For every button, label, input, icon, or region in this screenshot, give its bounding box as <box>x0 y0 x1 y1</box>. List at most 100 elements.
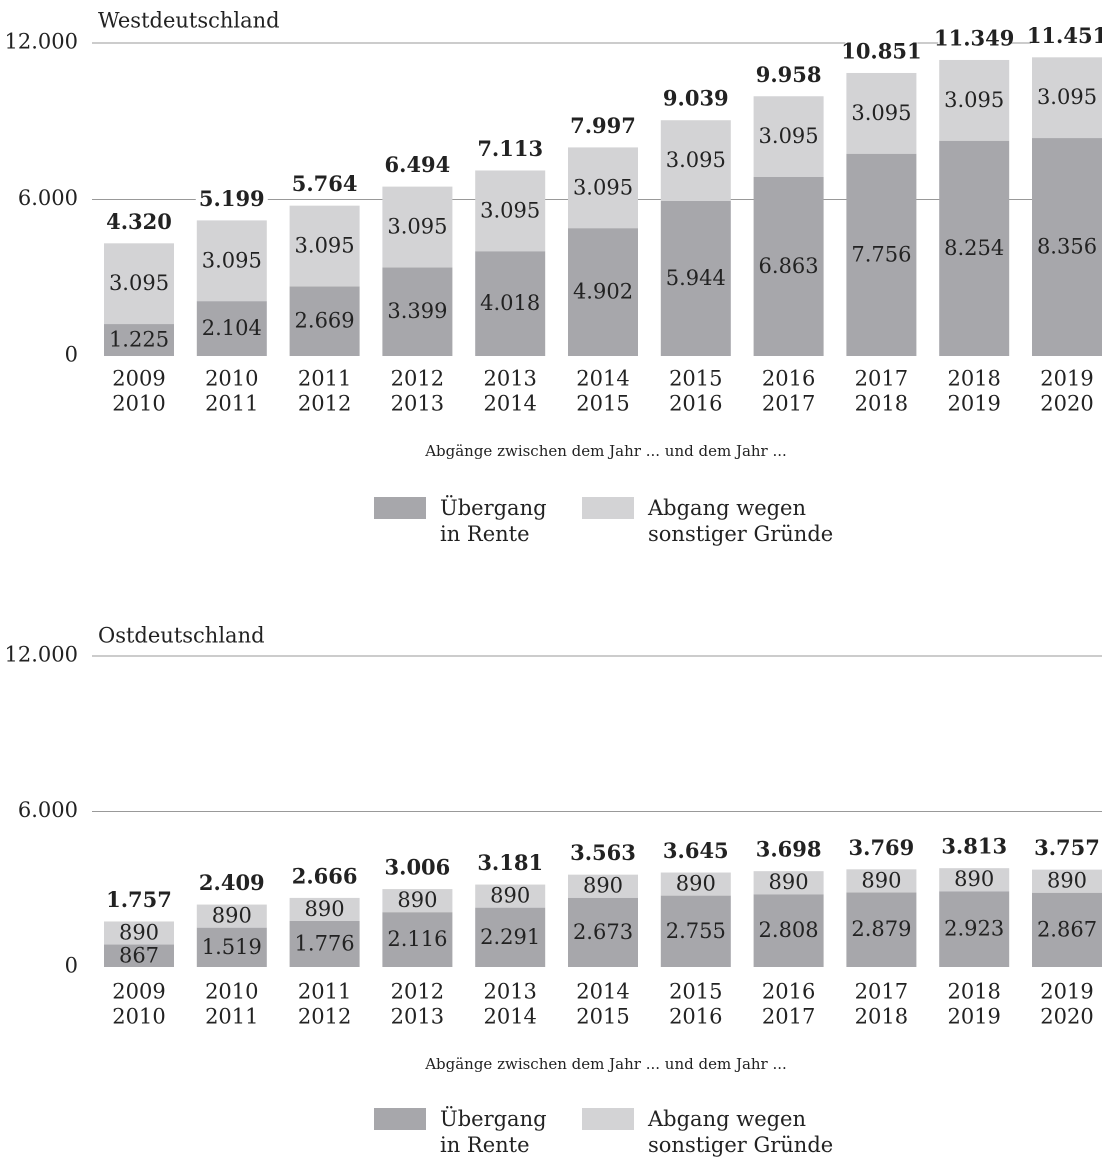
bar-segment <box>1032 57 1102 139</box>
x-tick-label: 2018 <box>855 392 908 416</box>
x-tick-label: 2015 <box>669 367 722 391</box>
bar-segment <box>196 301 267 356</box>
x-tick-label: 2020 <box>1040 1005 1093 1029</box>
total-label-bg <box>659 87 732 114</box>
bar-segment <box>846 869 917 893</box>
bar-segment <box>753 894 824 967</box>
x-tick-label: 2015 <box>576 392 629 416</box>
bar-segment <box>846 153 917 356</box>
bar-segment <box>289 286 360 356</box>
bar-segment <box>382 912 453 967</box>
total-label: 1.757 <box>106 887 172 912</box>
total-label-bg <box>381 153 454 180</box>
x-tick-label: 2015 <box>576 1005 629 1029</box>
x-tick-label: 2009 <box>112 367 165 391</box>
bar-segment <box>846 72 917 154</box>
total-label-bg <box>845 836 918 863</box>
bar-segment <box>753 96 824 177</box>
total-label-bg <box>567 841 639 868</box>
x-tick-label: 2019 <box>1040 980 1093 1004</box>
value-label: 890 <box>583 874 623 898</box>
x-tick-label: 2014 <box>576 367 629 391</box>
bar-segment <box>939 891 1010 967</box>
x-tick-label: 2016 <box>762 367 815 391</box>
x-tick-label: 2012 <box>391 980 444 1004</box>
legend-swatch <box>582 497 634 519</box>
value-label: 890 <box>397 888 437 912</box>
bar-segment <box>289 205 360 287</box>
legend-label: Übergang in Rente <box>440 1107 547 1157</box>
legend-swatch <box>374 1108 426 1130</box>
x-tick-label: 2020 <box>1040 392 1093 416</box>
x-tick-label: 2011 <box>298 367 351 391</box>
value-label: 5.944 <box>666 266 726 290</box>
total-label: 5.199 <box>199 186 265 211</box>
total-label: 10.851 <box>841 38 921 63</box>
value-label: 2.867 <box>1037 917 1097 941</box>
value-label: 1.519 <box>202 935 262 959</box>
total-label: 3.181 <box>477 850 543 875</box>
value-label: 3.095 <box>480 198 540 222</box>
bar-segment <box>568 874 638 898</box>
total-label-bg <box>195 871 268 898</box>
bar-segment <box>568 228 638 356</box>
x-tick-label: 2016 <box>669 1005 722 1029</box>
x-tick-label: 2018 <box>855 1005 908 1029</box>
value-label: 3.095 <box>944 88 1004 112</box>
value-label: 1.225 <box>109 328 169 352</box>
value-label: 2.923 <box>944 917 1004 941</box>
value-label: 2.291 <box>480 925 540 949</box>
x-tick-label: 2018 <box>947 367 1000 391</box>
bar-segment <box>939 868 1010 892</box>
x-tick-label: 2014 <box>483 1005 536 1029</box>
value-label: 3.399 <box>387 299 447 323</box>
value-label: 3.095 <box>1037 85 1097 109</box>
value-label: 2.673 <box>573 920 633 944</box>
total-label: 7.997 <box>570 113 636 138</box>
value-label: 8.356 <box>1037 235 1097 259</box>
value-label: 890 <box>676 872 716 896</box>
y-tick-label: 12.000 <box>5 643 78 667</box>
value-label: 2.669 <box>295 309 355 333</box>
x-tick-label: 2014 <box>483 392 536 416</box>
x-tick-label: 2013 <box>483 980 536 1004</box>
x-tick-label: 2010 <box>205 980 258 1004</box>
value-label: 4.018 <box>480 291 540 315</box>
total-label: 2.666 <box>292 863 358 888</box>
total-label-bg <box>474 851 547 878</box>
bar-segment <box>660 895 731 967</box>
value-label: 3.095 <box>387 214 447 238</box>
x-tick-label: 2012 <box>391 367 444 391</box>
total-label-bg <box>938 26 1011 53</box>
total-label: 9.039 <box>663 86 729 111</box>
x-axis-label: Abgänge zwischen dem Jahr ... und dem Ja… <box>424 1055 787 1073</box>
value-label: 6.863 <box>759 254 819 278</box>
total-label: 9.958 <box>756 62 822 87</box>
total-label-bg <box>103 210 175 237</box>
bar-segment <box>475 170 546 252</box>
total-label-bg <box>103 888 175 915</box>
bar-segment <box>104 944 174 967</box>
bar-segment <box>196 220 267 302</box>
legend-label: Abgang wegen sonstiger Gründe <box>648 496 834 546</box>
value-label: 890 <box>954 867 994 891</box>
bar-segment <box>104 921 174 945</box>
total-label-bg <box>752 63 825 90</box>
x-tick-label: 2012 <box>298 1005 351 1029</box>
value-label: 3.095 <box>851 101 911 125</box>
x-tick-label: 2014 <box>576 980 629 1004</box>
total-label: 3.813 <box>941 834 1007 859</box>
x-tick-label: 2011 <box>298 980 351 1004</box>
legend-label: Abgang wegen sonstiger Gründe <box>648 1107 834 1157</box>
x-tick-label: 2018 <box>947 980 1000 1004</box>
bar-segment <box>475 884 546 908</box>
value-label: 3.095 <box>202 248 262 272</box>
bar-segment <box>104 243 174 325</box>
x-tick-label: 2009 <box>112 980 165 1004</box>
total-label: 7.113 <box>477 136 543 161</box>
total-label-bg <box>288 172 361 199</box>
value-label: 3.095 <box>573 175 633 199</box>
bar-segment <box>196 927 267 967</box>
x-tick-label: 2019 <box>947 1005 1000 1029</box>
total-label-bg <box>659 839 732 866</box>
